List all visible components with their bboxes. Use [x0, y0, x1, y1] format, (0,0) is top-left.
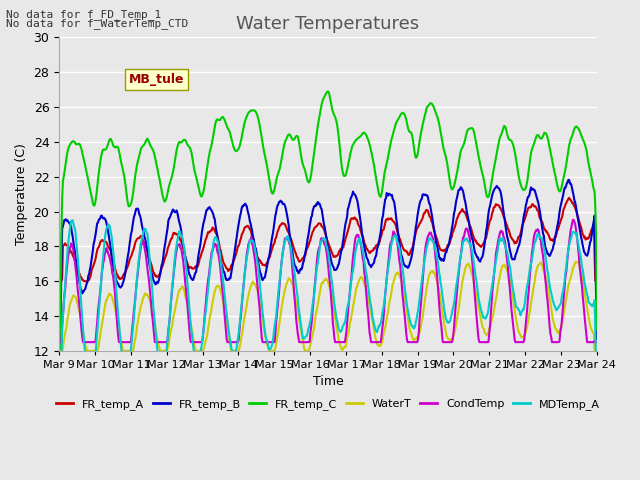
- Title: Water Temperatures: Water Temperatures: [236, 15, 420, 33]
- Text: MB_tule: MB_tule: [129, 73, 184, 86]
- Legend: FR_temp_A, FR_temp_B, FR_temp_C, WaterT, CondTemp, MDTemp_A: FR_temp_A, FR_temp_B, FR_temp_C, WaterT,…: [52, 395, 604, 414]
- X-axis label: Time: Time: [312, 375, 344, 388]
- Y-axis label: Temperature (C): Temperature (C): [15, 143, 28, 245]
- Text: No data for f_WaterTemp_CTD: No data for f_WaterTemp_CTD: [6, 18, 189, 29]
- Text: No data for f_FD_Temp_1: No data for f_FD_Temp_1: [6, 9, 162, 20]
